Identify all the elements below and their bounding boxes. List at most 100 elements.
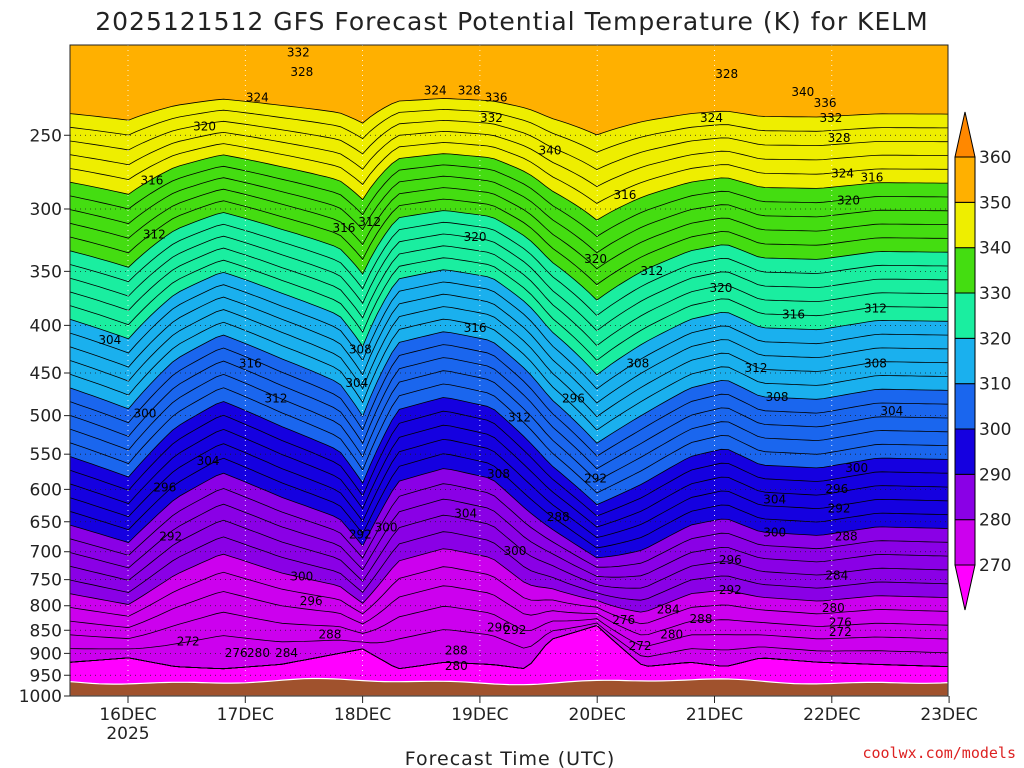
- contour-label-66: 328: [828, 131, 851, 145]
- contour-label-75: 292: [828, 502, 851, 516]
- contour-label-78: 280: [822, 601, 845, 615]
- contour-label-67: 324: [831, 166, 854, 180]
- contour-label-59: 316: [782, 308, 805, 322]
- contour-344: [70, 130, 948, 188]
- contour-label-64: 336: [814, 96, 837, 110]
- contour-300: [70, 397, 948, 506]
- contour-label-30: 340: [539, 144, 562, 158]
- colorbar-min-arrow: [954, 564, 976, 611]
- contour-272: [70, 622, 948, 658]
- contour-label-68: 316: [860, 171, 883, 185]
- x-tick-label-3: 19DEC: [451, 705, 508, 725]
- contour-label-80: 272: [829, 625, 852, 639]
- contour-label-4: 316: [140, 174, 163, 188]
- contour-label-35: 304: [454, 507, 477, 521]
- x-tick-label-2: 18DEC: [334, 705, 391, 725]
- colorbar-segment-270: [954, 519, 976, 566]
- contour-label-54: 296: [719, 553, 742, 567]
- contour-label-46: 292: [584, 472, 607, 486]
- contour-label-60: 320: [709, 281, 732, 295]
- contour-330: [70, 210, 948, 301]
- contour-label-42: 316: [613, 188, 636, 202]
- contour-288: [70, 483, 948, 568]
- contour-label-61: 324: [700, 111, 723, 125]
- colorbar-segment-330: [954, 247, 976, 294]
- contour-label-77: 284: [825, 568, 848, 582]
- contour-label-50: 280: [660, 628, 683, 642]
- contour-label-24: 296: [300, 594, 323, 608]
- contour-280: [70, 548, 948, 613]
- band-above-360: [70, 40, 948, 45]
- x-tick-label-5: 21DEC: [686, 705, 743, 725]
- y-tick-label-400: 400: [30, 316, 62, 336]
- y-tick-label-500: 500: [30, 407, 62, 427]
- colorbar-label-320: 320: [979, 329, 1011, 349]
- contour-label-70: 312: [864, 301, 887, 315]
- y-tick-label-800: 800: [30, 597, 62, 617]
- contour-label-17: 316: [332, 221, 355, 235]
- contour-label-36: 300: [503, 544, 526, 558]
- x-tick-sublabel-0: 2025: [106, 724, 149, 744]
- contour-label-9: 296: [153, 481, 176, 495]
- contour-label-65: 332: [819, 111, 842, 125]
- contour-label-5: 312: [143, 228, 166, 242]
- contour-310: [70, 331, 948, 444]
- colorbar-max-arrow: [954, 111, 976, 158]
- contour-label-27: 328: [458, 83, 481, 97]
- contour-label-1: 328: [290, 65, 313, 79]
- contour-290: [70, 468, 948, 559]
- contour-label-37: 296: [487, 620, 510, 634]
- y-tick-label-900: 900: [30, 644, 62, 664]
- contour-350: [70, 98, 948, 136]
- colorbar-label-330: 330: [979, 284, 1011, 304]
- contour-306: [70, 357, 948, 470]
- contour-346: [70, 119, 948, 171]
- contour-298: [70, 410, 948, 517]
- x-tick-label-1: 17DEC: [217, 705, 274, 725]
- contour-296: [70, 424, 948, 528]
- contour-294: [70, 438, 948, 539]
- y-tick-label-300: 300: [30, 200, 62, 220]
- colorbar-segment-320: [954, 292, 976, 339]
- chart-title: 2025121512 GFS Forecast Potential Temper…: [95, 7, 929, 36]
- contour-label-16: 312: [265, 392, 288, 406]
- contour-328: [70, 221, 948, 317]
- contour-label-18: 312: [358, 215, 381, 229]
- contour-label-74: 296: [825, 482, 848, 496]
- contour-334: [70, 187, 948, 270]
- colorbar-label-270: 270: [979, 556, 1011, 576]
- contour-338: [70, 164, 948, 237]
- contour-326: [70, 233, 948, 332]
- contour-label-14: 284: [275, 646, 298, 660]
- contour-label-12: 276: [225, 646, 248, 660]
- y-tick-label-450: 450: [30, 364, 62, 384]
- contour-label-25: 288: [318, 628, 341, 642]
- colorbar: 270 280 290 300 310 320 330 340 350 360: [954, 111, 1011, 611]
- contour-302: [70, 383, 948, 494]
- contour-274: [70, 605, 948, 647]
- contour-label-62: 328: [715, 67, 738, 81]
- credit-text: coolwx.com/models: [862, 744, 1016, 762]
- y-tick-label-750: 750: [30, 571, 62, 591]
- colorbar-label-350: 350: [979, 193, 1011, 213]
- contour-label-40: 280: [445, 659, 468, 673]
- contour-284: [70, 514, 948, 589]
- contour-332: [70, 198, 948, 286]
- colorbar-segment-280: [954, 473, 976, 521]
- contour-label-44: 308: [626, 356, 649, 370]
- contour-label-34: 308: [487, 467, 510, 481]
- contour-label-8: 304: [197, 454, 220, 468]
- surface-fill: [70, 677, 948, 696]
- colorbar-label-290: 290: [979, 465, 1011, 485]
- contour-label-47: 288: [547, 510, 570, 524]
- contour-label-63: 340: [791, 85, 814, 99]
- colorbar-label-310: 310: [979, 375, 1011, 395]
- colorbar-label-300: 300: [979, 420, 1011, 440]
- contour-label-28: 336: [485, 91, 508, 105]
- contour-label-23: 300: [290, 569, 313, 583]
- y-axis: 250 300 350 400 450 500 550 600 650 700 750 800 850 9…: [19, 126, 70, 707]
- contour-label-48: 276: [612, 613, 635, 627]
- contour-label-51: 284: [657, 602, 680, 616]
- contour-270: [70, 625, 948, 670]
